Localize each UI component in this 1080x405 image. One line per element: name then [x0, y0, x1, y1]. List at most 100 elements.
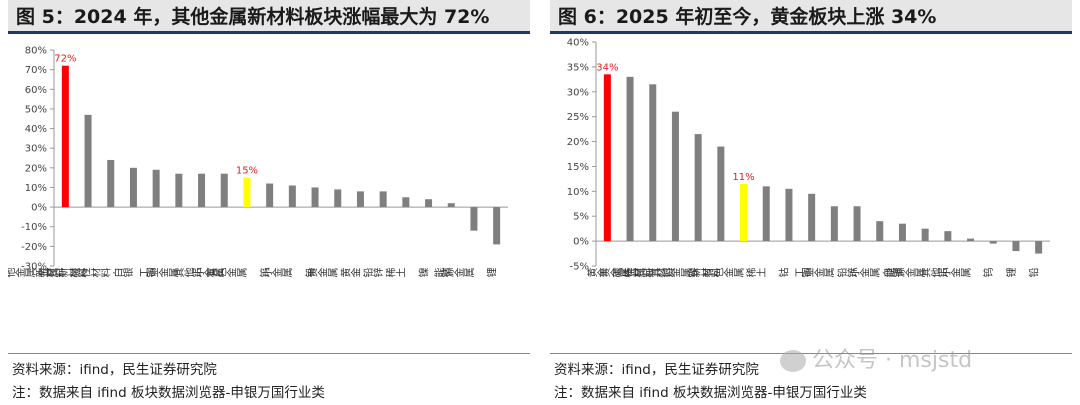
source-divider — [550, 353, 1072, 354]
category-label: 贵金属 — [599, 268, 631, 280]
bar — [762, 186, 770, 242]
category-label: 锂 — [1006, 268, 1016, 280]
bar — [243, 177, 251, 208]
source-divider — [8, 353, 530, 354]
category-label: 白银 — [881, 268, 903, 280]
category-label: 锂 — [486, 268, 496, 280]
bar — [830, 206, 838, 242]
category-label: 铅 — [304, 268, 316, 280]
bar — [61, 65, 69, 208]
bar — [898, 223, 906, 242]
y-tick-label: 0% — [31, 203, 47, 214]
bar — [967, 238, 975, 242]
bar — [989, 241, 997, 244]
bar — [198, 173, 206, 208]
bar — [266, 183, 274, 208]
bar — [876, 221, 884, 242]
category-label: 铅锌 — [362, 268, 384, 280]
bar — [84, 114, 92, 208]
category-label: 黄金 — [339, 268, 360, 280]
bar — [1012, 241, 1020, 252]
category-label: 镍 — [687, 268, 699, 280]
y-tick-label: 10% — [567, 187, 589, 198]
category-label: 金属新材料 — [624, 268, 676, 280]
bar — [425, 199, 433, 208]
bar — [740, 183, 748, 242]
watermark: 公众号 · msjstd — [780, 342, 972, 374]
category-label: 稀土 — [385, 268, 406, 280]
watermark-text: 公众号 · msjstd — [812, 348, 973, 373]
bar — [1035, 241, 1043, 254]
category-label: 磁性材料 — [612, 268, 654, 280]
category-label: 镍 — [417, 268, 429, 280]
category-label: 小金属 — [850, 268, 881, 280]
right-bar-chart: -5% 0% 5% 10% 15% 20% 25% 30% 35% 40% 34% 黄金贵金属磁性材料… — [567, 38, 1050, 280]
bar — [671, 111, 679, 242]
category-label: 能源金属 — [884, 268, 926, 280]
left-chart-panel: 图 5：2024 年，其他金属新材料板块涨幅最大为 72% -30% -20% -1… — [8, 0, 530, 405]
category-label: 其他金属新材料 — [8, 268, 66, 280]
y-tick-label: 35% — [567, 62, 589, 73]
y-tick-label: 30% — [25, 144, 47, 155]
y-tick-label: 20% — [567, 137, 589, 148]
bar — [402, 197, 410, 208]
bar — [107, 159, 115, 208]
bar — [288, 185, 296, 208]
data-note: 注：数据来自 ifind 板块数据浏览器-申银万国行业类 — [12, 385, 325, 401]
bar — [694, 134, 702, 242]
category-label: 铝 — [938, 268, 949, 280]
y-tick-label: 10% — [25, 183, 47, 194]
y-tick-label: -20% — [21, 242, 47, 253]
category-label: 稀土 — [745, 268, 766, 280]
y-tick-label: 40% — [25, 124, 47, 135]
y-tick-label: 70% — [25, 65, 47, 76]
source-note: 资料来源：ifind，民生证券研究院 — [554, 362, 759, 378]
category-label: 铅 — [1027, 268, 1039, 280]
category-label: 钴 — [441, 268, 452, 280]
category-label: 有色金属 — [206, 268, 248, 280]
category-label: 工业金属 — [794, 268, 835, 280]
bar — [379, 191, 387, 208]
y-tick-label: -5% — [570, 262, 589, 273]
y-tick-label: 30% — [567, 87, 589, 98]
category-label: 小金属 — [262, 268, 293, 280]
category-label: 其他小金属 — [920, 268, 971, 280]
category-label: 白银 — [112, 268, 134, 280]
category-label: 其他小金属 — [174, 268, 225, 280]
left-bar-chart: -30% -20% -10% 0% 10% 20% 30% 40% 50% 60% 70% 80% 72… — [8, 46, 508, 280]
bar — [129, 167, 137, 208]
bar — [717, 146, 725, 242]
source-note: 资料来源：ifind，民生证券研究院 — [12, 362, 217, 378]
data-note: 注：数据来自 ifind 板块数据浏览器-申银万国行业类 — [554, 385, 867, 401]
category-label: 铜 — [146, 268, 157, 280]
bar — [152, 169, 160, 208]
bar — [175, 173, 183, 208]
bar — [626, 76, 634, 242]
data-label: 72% — [54, 54, 76, 65]
category-label: 黄金 — [586, 268, 607, 280]
category-label: 铜 — [801, 268, 812, 280]
y-tick-label: 20% — [25, 163, 47, 174]
y-tick-label: 15% — [567, 162, 589, 173]
bar — [493, 207, 501, 245]
category-label: 能源金属 — [433, 268, 475, 280]
category-label: 钨 — [258, 268, 270, 280]
bar — [356, 191, 364, 208]
bar — [470, 207, 478, 231]
category-label: 铝 — [191, 268, 202, 280]
wechat-icon — [780, 350, 806, 372]
right-chart-panel: 图 6：2025 年初至今，黄金板块上涨 34% -5% 0% 5% 10% 15% 20… — [550, 0, 1072, 405]
category-label: 钴 — [779, 268, 790, 280]
category-label: 磁性材料 — [70, 268, 112, 280]
bar — [785, 188, 793, 242]
bar — [311, 187, 319, 208]
category-label: 工业金属 — [139, 268, 180, 280]
category-label: 钨 — [982, 268, 994, 280]
bar — [853, 206, 861, 242]
bar — [921, 228, 929, 242]
bar — [447, 203, 455, 208]
y-tick-label: 60% — [25, 85, 47, 96]
bar — [220, 173, 228, 208]
category-label: 金属新材料 — [37, 268, 89, 280]
chart-title: 图 6：2025 年初至今，黄金板块上涨 34% — [550, 0, 1072, 34]
